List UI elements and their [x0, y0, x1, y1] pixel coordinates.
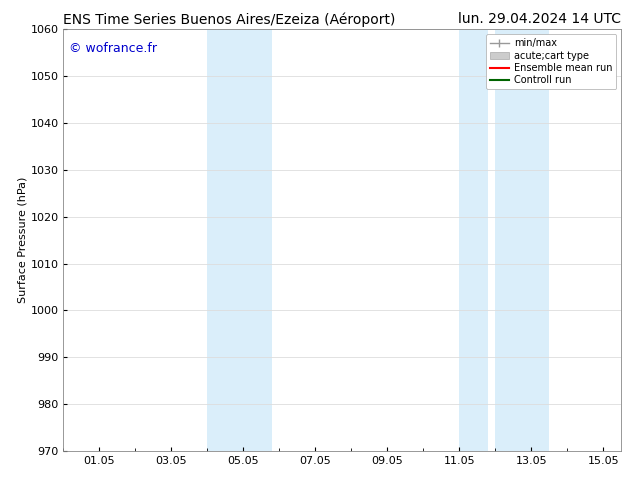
Text: lun. 29.04.2024 14 UTC: lun. 29.04.2024 14 UTC — [458, 12, 621, 26]
Text: ENS Time Series Buenos Aires/Ezeiza (Aéroport): ENS Time Series Buenos Aires/Ezeiza (Aér… — [63, 12, 396, 27]
Y-axis label: Surface Pressure (hPa): Surface Pressure (hPa) — [18, 177, 28, 303]
Text: © wofrance.fr: © wofrance.fr — [69, 42, 157, 55]
Legend: min/max, acute;cart type, Ensemble mean run, Controll run: min/max, acute;cart type, Ensemble mean … — [486, 34, 616, 89]
Bar — [495, 29, 549, 451]
Bar — [207, 29, 236, 451]
Bar — [236, 29, 272, 451]
Bar — [460, 29, 488, 451]
